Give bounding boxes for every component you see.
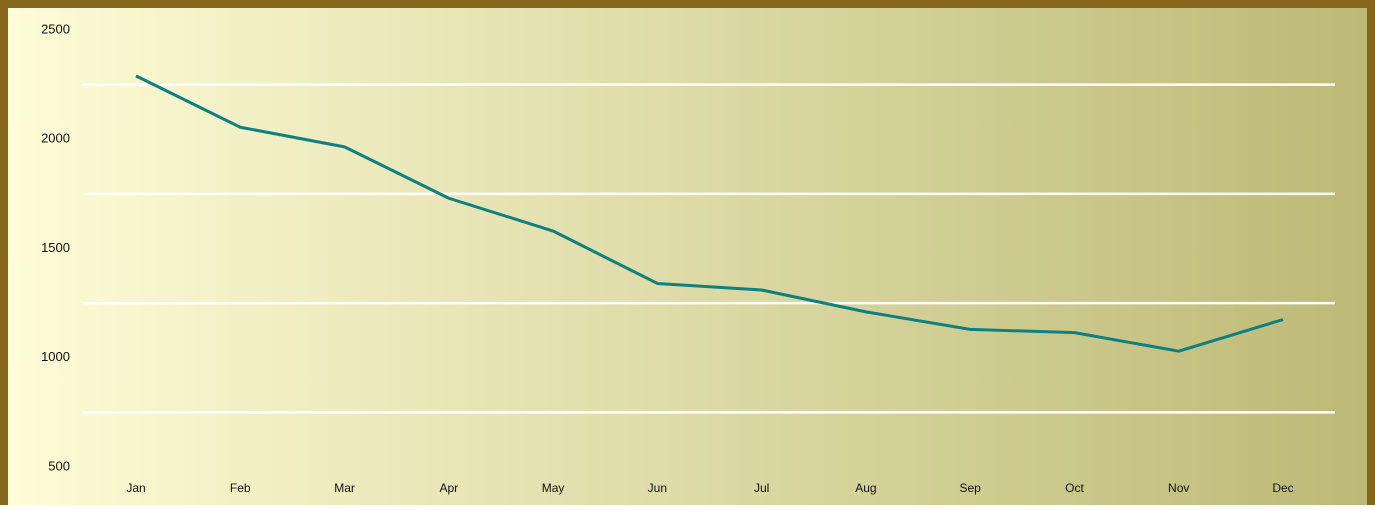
y-tick-label: 1500 (41, 240, 70, 255)
x-tick-label: Mar (334, 481, 355, 495)
plot-background (8, 8, 1367, 505)
x-tick-label: Oct (1065, 481, 1084, 495)
y-tick-label: 1000 (41, 349, 70, 364)
x-tick-label: Apr (439, 481, 458, 495)
x-tick-label: May (542, 481, 565, 495)
x-tick-label: Jul (754, 481, 769, 495)
line (135, 74, 1284, 353)
y-tick-label: 500 (48, 458, 70, 473)
x-tick-label: Aug (855, 481, 876, 495)
x-tick-label: Nov (1168, 481, 1189, 495)
x-tick-label: Dec (1272, 481, 1293, 495)
y-tick-label: 2500 (41, 21, 70, 36)
x-tick-label: Feb (230, 481, 251, 495)
x-tick-label: Sep (960, 481, 982, 495)
x-tick-label: Jan (126, 481, 145, 495)
x-tick-label: Jun (648, 481, 667, 495)
y-tick-label: 2000 (41, 131, 70, 146)
